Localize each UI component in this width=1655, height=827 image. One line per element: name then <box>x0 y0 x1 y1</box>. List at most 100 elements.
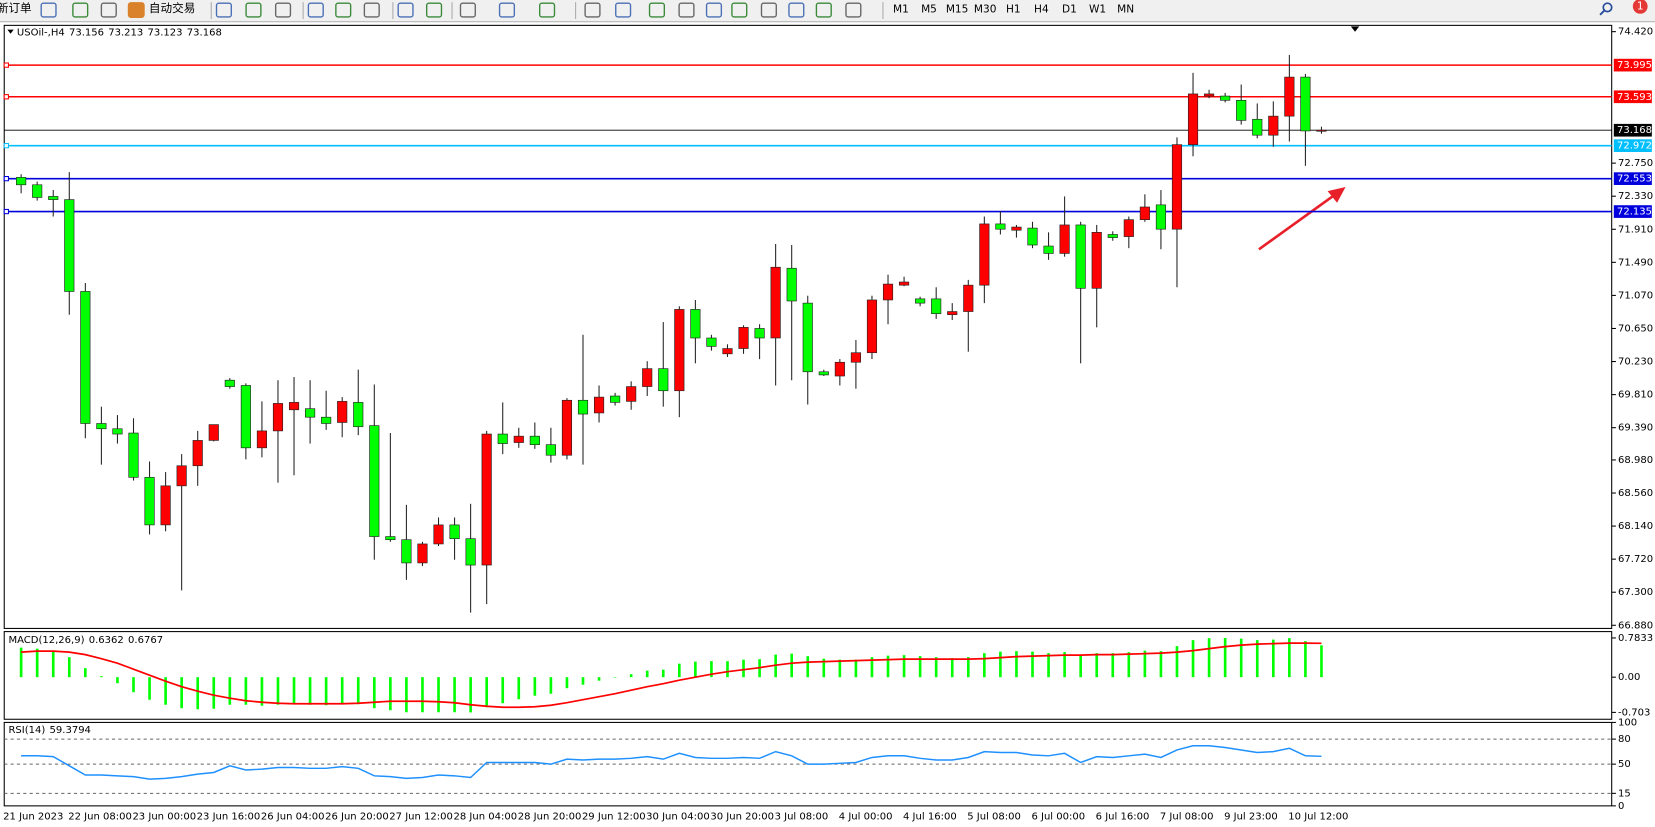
toolbar-icon[interactable] <box>363 2 380 18</box>
toolbar-icon[interactable] <box>426 2 443 18</box>
candle-body <box>353 402 364 428</box>
candle-body <box>272 403 284 432</box>
chart-shift-marker <box>1350 26 1360 32</box>
y-tick-label: 71.490 <box>1618 257 1653 268</box>
x-tick-label: 4 Jul 16:00 <box>903 811 957 822</box>
candle-body <box>224 379 235 387</box>
toolbar-icon[interactable] <box>815 2 832 18</box>
candle-body <box>1091 232 1102 289</box>
toolbar-icon[interactable] <box>397 2 414 18</box>
y-tick-label: 70.230 <box>1618 357 1653 368</box>
alert-badge[interactable] <box>1632 0 1648 14</box>
candle-body <box>385 536 396 541</box>
candle-body <box>369 425 380 537</box>
candle-body <box>1123 219 1134 237</box>
y-tick-label: 67.300 <box>1618 587 1653 598</box>
timeframe-button[interactable]: M5 <box>921 4 937 16</box>
price-label: 73.168 <box>1617 125 1652 136</box>
x-tick-label: 28 Jun 20:00 <box>518 811 582 822</box>
toolbar-icon[interactable] <box>72 2 89 18</box>
candle-body <box>32 184 43 198</box>
toolbar-icon[interactable] <box>760 2 777 18</box>
toolbar-icon[interactable] <box>215 2 232 18</box>
candle-body <box>738 327 749 349</box>
autotrade-button[interactable]: 自动交易 <box>149 1 195 15</box>
symbol-menu-icon[interactable] <box>7 29 14 34</box>
toolbar-icon[interactable] <box>584 2 601 18</box>
timeframe-button[interactable]: H4 <box>1034 4 1049 16</box>
candle-body <box>979 223 990 286</box>
toolbar-icon[interactable] <box>678 2 695 18</box>
header-value: 73.168 <box>187 28 222 39</box>
candle-body <box>96 423 107 430</box>
x-tick-label: 10 Jul 12:00 <box>1288 811 1348 822</box>
candle-body <box>1252 118 1263 136</box>
x-tick-label: 23 Jun 16:00 <box>197 811 261 822</box>
candle-body <box>850 352 861 363</box>
candle-body <box>1284 76 1295 117</box>
toolbar-icon[interactable] <box>245 2 262 18</box>
header-value: 73.213 <box>108 28 143 39</box>
timeframe-button[interactable]: D1 <box>1062 4 1077 16</box>
toolbar-icon[interactable] <box>539 2 556 18</box>
x-tick-label: 22 Jun 08:00 <box>68 811 132 822</box>
candle-body <box>802 302 813 373</box>
y-tick-label: 0.00 <box>1618 672 1640 683</box>
macd-panel-frame <box>3 631 1613 720</box>
candle-body <box>882 283 894 301</box>
toolbar-icon[interactable] <box>731 2 748 18</box>
toolbar-icon[interactable] <box>274 2 292 18</box>
toolbar-icon[interactable] <box>459 2 476 18</box>
rsi-line <box>21 745 1322 780</box>
level-handle <box>3 143 9 149</box>
timeframe-button[interactable]: MN <box>1117 4 1134 16</box>
x-tick-label: 23 Jun 00:00 <box>132 811 196 822</box>
toolbar-icon[interactable] <box>705 2 723 18</box>
search-icon[interactable] <box>1602 2 1613 13</box>
y-tick-label: 70.650 <box>1618 323 1653 334</box>
toolbar-icon[interactable] <box>845 2 862 18</box>
timeframe-button[interactable]: W1 <box>1089 4 1106 16</box>
header-value: 0.6362 <box>89 635 124 646</box>
y-tick-label: 0.7833 <box>1618 633 1653 644</box>
toolbar-icon[interactable] <box>788 2 805 18</box>
candle-body <box>658 368 669 392</box>
toolbar-icon[interactable] <box>648 2 666 18</box>
candle-body <box>690 309 701 339</box>
x-tick-label: 6 Jul 16:00 <box>1096 811 1150 822</box>
timeframe-bar: M1 M5 M15 M30 H1 H4 D1 W1 MN <box>893 4 1134 16</box>
candle-body <box>321 416 332 424</box>
level-label: 72.553 <box>1617 174 1652 185</box>
toolbar-icon[interactable] <box>615 2 632 18</box>
x-tick-label: 30 Jun 04:00 <box>646 811 710 822</box>
y-tick-label: 15 <box>1618 788 1631 799</box>
main-panel-frame <box>3 24 1613 629</box>
toolbar-icon[interactable] <box>498 2 516 18</box>
toolbar-icon[interactable] <box>307 2 324 18</box>
toolbar-icon[interactable] <box>40 2 57 18</box>
candle-body <box>465 538 476 566</box>
toolbar-icon[interactable] <box>335 2 352 18</box>
candle-body <box>529 435 540 445</box>
candle-body <box>610 395 621 403</box>
timeframe-button[interactable]: M1 <box>893 4 909 16</box>
candle-body <box>722 348 733 355</box>
toolbar-icon[interactable] <box>100 2 117 18</box>
new-order-button[interactable]: 新订单 <box>0 1 32 15</box>
y-tick-label: 50 <box>1618 759 1631 770</box>
autotrade-icon[interactable] <box>127 2 145 18</box>
panel-header: RSI(14) 59.3794 <box>8 725 90 736</box>
timeframe-button[interactable]: M30 <box>974 4 997 16</box>
y-tick-label: 67.720 <box>1618 554 1653 565</box>
candle-body <box>256 430 267 449</box>
candle-body <box>176 465 187 487</box>
candle-body <box>1059 224 1070 254</box>
timeframe-button[interactable]: H1 <box>1006 4 1021 16</box>
candle-body <box>1139 206 1150 220</box>
candle-body <box>208 424 219 441</box>
level-label-box <box>1613 139 1652 152</box>
timeframe-button[interactable]: M15 <box>946 4 969 16</box>
y-tick-label: 0 <box>1618 801 1624 812</box>
candle-body <box>433 524 444 545</box>
candle-body <box>1107 234 1118 238</box>
